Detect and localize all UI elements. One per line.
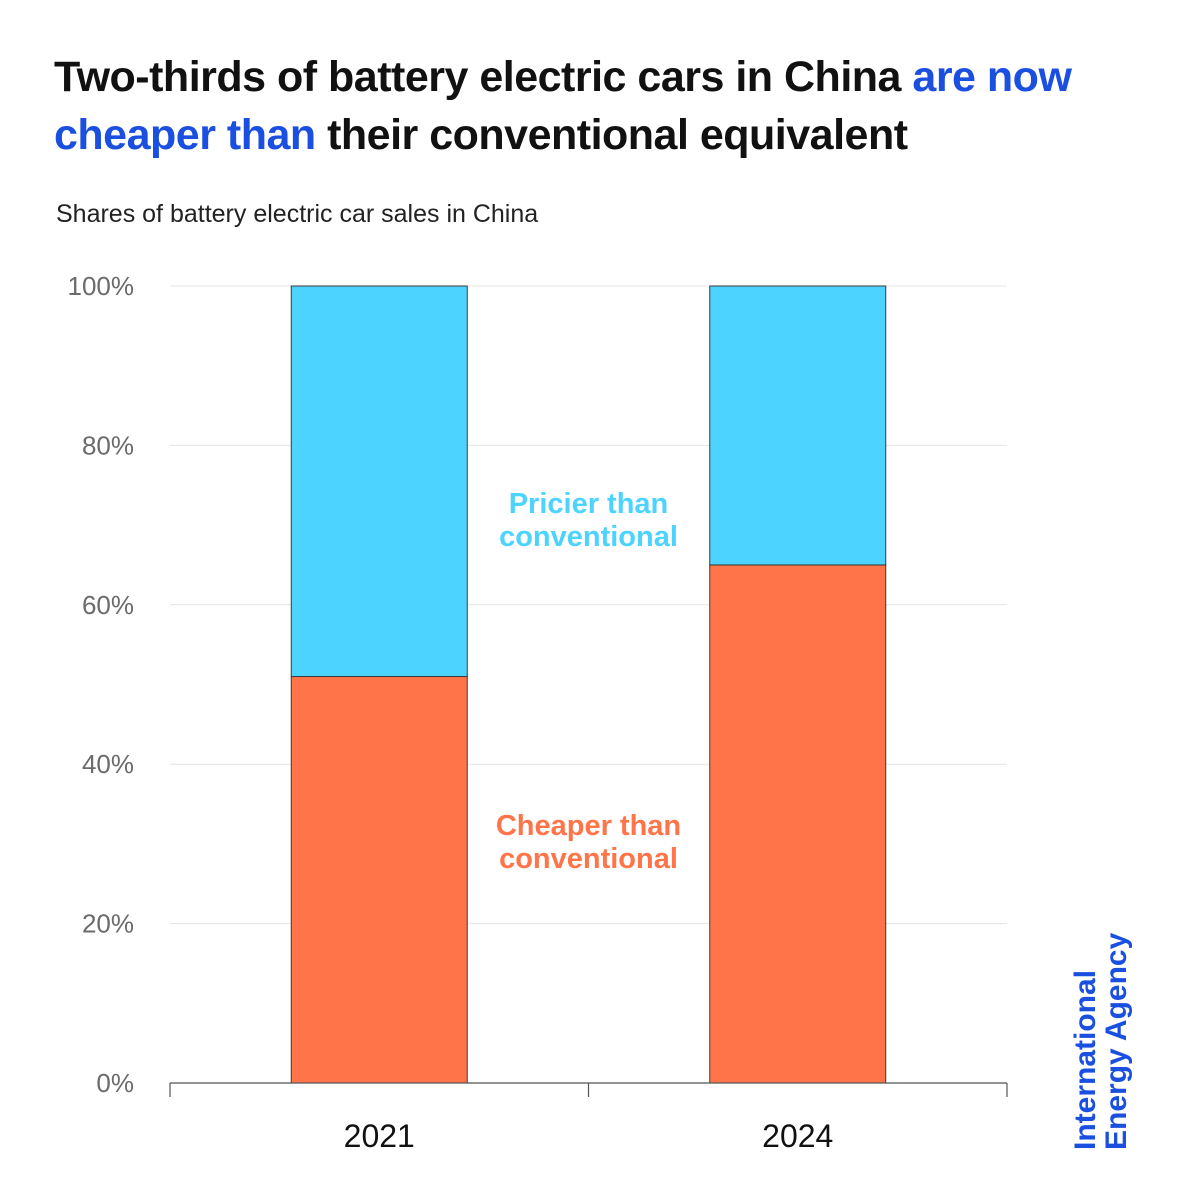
brand-line-2: Energy Agency <box>1100 932 1133 1150</box>
bars <box>290 285 887 1084</box>
iea-logo: International Energy Agency <box>1069 932 1133 1150</box>
title-part-1: Two-thirds of battery electric cars in C… <box>54 53 913 101</box>
label-line: Cheaper than <box>496 810 681 842</box>
chart-title: Two-thirds of battery electric cars in C… <box>54 48 1174 164</box>
brand-line-1: International <box>1069 969 1102 1150</box>
title-part-2: their conventional equivalent <box>315 111 908 159</box>
y-tick-label: 0% <box>96 1068 134 1098</box>
label-cheaper: Cheaper than conventional <box>496 810 681 875</box>
y-tick-label: 100% <box>68 271 135 301</box>
title-highlight: are now cheaper than <box>54 53 1072 159</box>
label-pricier: Pricier than conventional <box>499 488 678 553</box>
x-tick-label: 2024 <box>762 1118 833 1154</box>
label-line: Pricier than <box>509 488 669 520</box>
y-tick-label: 20% <box>82 909 134 939</box>
label-line: conventional <box>499 843 678 875</box>
y-tick-label: 60% <box>82 590 134 620</box>
chart-subtitle: Shares of battery electric car sales in … <box>56 200 539 228</box>
bar-segment-cheaper-2024 <box>709 564 887 1084</box>
x-axis: 2021 2024 <box>169 1082 1008 1154</box>
bar-segment-pricier-2024 <box>709 285 887 566</box>
label-line: conventional <box>499 521 678 553</box>
bar-segment-cheaper-2021 <box>290 676 468 1084</box>
y-axis: 0% 20% 40% 60% 80% 100% <box>68 271 135 1098</box>
x-tick-label: 2021 <box>344 1118 415 1154</box>
y-tick-label: 40% <box>82 749 134 779</box>
bar-segment-pricier-2021 <box>290 285 468 678</box>
y-tick-label: 80% <box>82 430 134 460</box>
